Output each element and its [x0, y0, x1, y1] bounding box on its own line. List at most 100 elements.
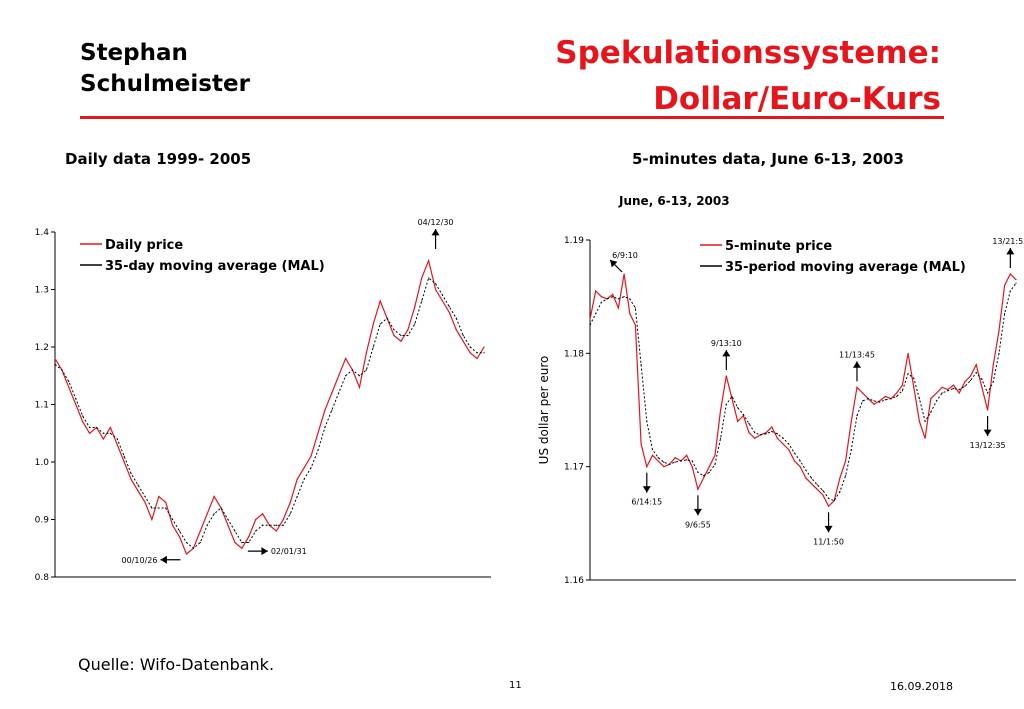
price-point [634, 324, 637, 326]
price-point [720, 409, 722, 411]
price-point [400, 340, 402, 342]
ma-point [123, 455, 125, 457]
price-point [896, 392, 898, 394]
ma-point [708, 471, 710, 473]
ma-point [850, 449, 852, 451]
ma-point [890, 398, 892, 400]
ma-point [441, 294, 444, 296]
price-point [651, 454, 654, 456]
ma-point [469, 346, 471, 348]
ma-point [379, 323, 381, 325]
ma-point [483, 352, 485, 354]
ma-point [680, 460, 682, 462]
price-point [365, 352, 367, 354]
ma-point [657, 457, 659, 459]
ma-point [248, 541, 250, 544]
price-point [981, 386, 983, 388]
y-tick-label: 0.9 [35, 516, 50, 526]
ma-point [697, 471, 699, 473]
ma-point [935, 400, 938, 402]
price-point [941, 386, 943, 388]
ma-point [913, 377, 915, 379]
ma-point [421, 300, 423, 302]
ma-point [109, 432, 111, 434]
price-point [428, 260, 430, 262]
ma-point [663, 461, 665, 463]
annotation-label: 6/14:15 [631, 498, 662, 507]
ma-point [462, 334, 464, 337]
ma-point [725, 403, 727, 405]
price-point [393, 334, 395, 337]
price-point [589, 318, 591, 320]
ma-point [289, 513, 291, 515]
ma-point [793, 452, 796, 454]
price-point [918, 420, 921, 422]
price-point [75, 403, 77, 406]
ma-point [1004, 313, 1006, 315]
ma-point [748, 423, 750, 425]
ma-point [867, 398, 869, 400]
price-point [617, 307, 620, 309]
ma-point [907, 373, 909, 375]
annotation-arrow-head [983, 429, 992, 436]
price-point [275, 530, 278, 532]
price-point [839, 477, 841, 479]
ma-point [1009, 290, 1011, 292]
ma-point [788, 443, 790, 445]
annotation-arrow-head [1006, 248, 1015, 255]
ma-point [737, 407, 739, 409]
annotation-label: 13/21:55 [992, 237, 1024, 246]
ma-point [358, 375, 361, 377]
price-point [289, 501, 291, 503]
price-point [331, 392, 333, 394]
annotation-label: 13/12:35 [970, 441, 1006, 450]
ma-point [947, 390, 949, 392]
ma-point [227, 518, 229, 521]
ma-point [629, 298, 631, 300]
annotation-label: 9/6:55 [685, 520, 711, 529]
ma-point [634, 307, 637, 309]
ma-point [407, 334, 409, 337]
footer-date: 16.09.2018 [890, 680, 953, 693]
price-point [998, 330, 1000, 332]
ma-point [595, 313, 597, 315]
price-point [782, 443, 784, 445]
y-tick-label: 1.2 [35, 343, 49, 353]
ma-point [54, 363, 56, 365]
price-point [441, 300, 444, 302]
ma-point [776, 433, 779, 435]
price-point [708, 466, 710, 468]
price-point [421, 277, 423, 279]
ma-point [799, 460, 801, 462]
price-point [469, 352, 471, 354]
ma-point [918, 398, 921, 400]
ma-point [640, 364, 642, 366]
price-point [310, 455, 312, 457]
author-last-name: Schulmeister [80, 71, 250, 97]
ma-point [324, 426, 326, 429]
y-tick-label: 1.19 [564, 236, 584, 246]
price-point [969, 375, 972, 377]
ma-point [782, 437, 784, 439]
price-point [151, 518, 153, 521]
price-point [725, 375, 727, 377]
price-point [714, 454, 716, 456]
ma-point [282, 524, 284, 526]
price-point [992, 364, 994, 366]
price-point [434, 288, 437, 291]
ma-point [771, 430, 773, 433]
price-point [862, 392, 864, 394]
price-point [952, 384, 955, 386]
price-point [987, 409, 989, 411]
moving-average-line [589, 282, 1017, 502]
ma-point [759, 434, 762, 436]
ma-point [589, 324, 591, 326]
price-point [930, 398, 932, 400]
y-tick-label: 1.18 [564, 349, 584, 359]
ma-point [839, 491, 841, 493]
y-tick-label: 1.1 [35, 401, 49, 411]
ma-point [116, 438, 118, 440]
ma-point [958, 389, 960, 391]
